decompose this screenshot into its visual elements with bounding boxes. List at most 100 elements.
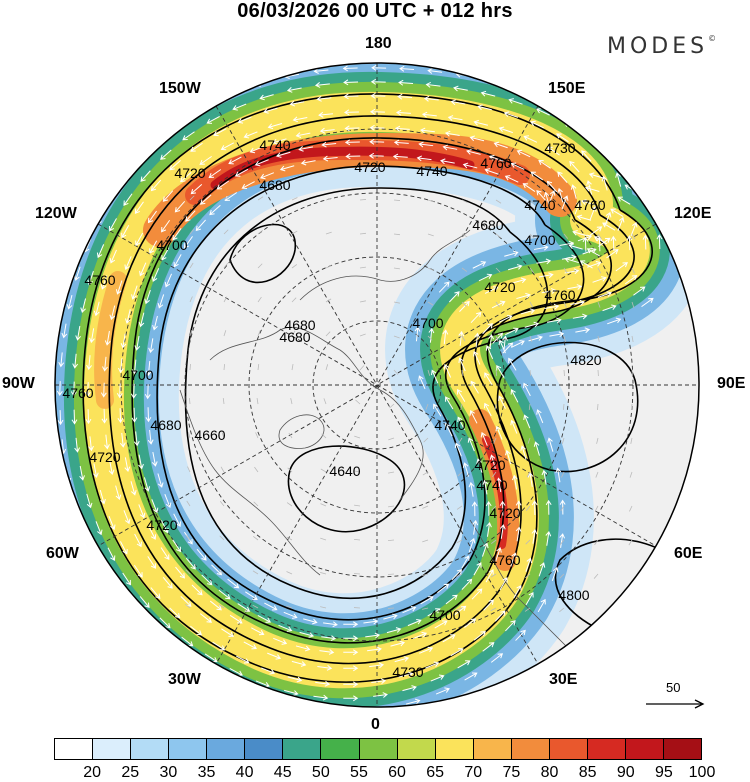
- wind-vector: [575, 327, 591, 334]
- wind-vector: [343, 635, 359, 642]
- wind-vector: [493, 141, 508, 149]
- wind-vector: [319, 127, 335, 134]
- wind-vector-weak: [461, 233, 468, 238]
- wind-vector: [66, 295, 73, 310]
- wind-vector: [108, 460, 115, 476]
- wind-vector-weak: [252, 536, 259, 541]
- wind-vector-weak: [597, 301, 601, 308]
- wind-vector: [416, 155, 432, 162]
- wind-vector-weak: [185, 535, 191, 541]
- wind-vector: [610, 208, 624, 217]
- wind-vector: [492, 332, 504, 344]
- wind-vector: [413, 631, 428, 640]
- wind-vector-weak: [222, 397, 225, 405]
- wind-vector: [641, 297, 654, 308]
- wind-vector: [437, 583, 450, 594]
- wind-vector: [602, 222, 616, 231]
- wind-vector: [434, 620, 448, 629]
- wind-vector-weak: [461, 369, 464, 376]
- wind-vector: [398, 671, 414, 678]
- wind-vector: [582, 236, 589, 252]
- contour-label: 4720: [146, 517, 177, 533]
- wind-vector: [313, 694, 329, 701]
- wind-vector: [119, 541, 128, 555]
- wind-vector: [468, 481, 475, 497]
- wind-vector: [100, 275, 108, 290]
- wind-vector: [461, 555, 470, 569]
- wind-vector: [584, 185, 600, 192]
- contour-label: 4720: [174, 165, 205, 181]
- wind-vector: [508, 264, 523, 271]
- wind-vector: [567, 284, 583, 290]
- wind-vector: [104, 330, 111, 346]
- wind-vector-weak: [219, 501, 225, 507]
- wind-vector-weak: [223, 262, 228, 269]
- wind-vector: [559, 533, 566, 548]
- wind-vector: [95, 553, 103, 568]
- reference-vector-arrow: [646, 699, 705, 709]
- wind-vector: [321, 635, 337, 642]
- wind-vector: [547, 146, 560, 156]
- map-border: [54, 62, 700, 708]
- wind-vector: [299, 631, 315, 638]
- wind-vector-weak: [495, 301, 500, 308]
- wind-vector: [505, 449, 512, 465]
- wind-vector: [498, 126, 513, 134]
- wind-vector: [545, 499, 552, 515]
- wind-vector-weak: [458, 437, 463, 444]
- wind-vector: [586, 180, 593, 195]
- wind-vector: [502, 342, 514, 354]
- contour-label: 4740: [416, 163, 447, 179]
- colorbar-swatch: [473, 739, 512, 759]
- wind-vector-weak: [595, 471, 599, 478]
- wind-vector: [229, 614, 243, 624]
- wind-vector: [504, 175, 519, 183]
- wind-vector-weak: [559, 607, 565, 613]
- wind-vector: [395, 109, 411, 116]
- wind-vector-weak: [185, 603, 191, 609]
- wind-vector-weak: [221, 432, 225, 439]
- contour-label: 4760: [62, 385, 93, 401]
- wind-vector-weak: [393, 233, 401, 236]
- wind-vector: [140, 170, 151, 182]
- wind-vector: [295, 132, 311, 138]
- wind-vector-weak: [359, 365, 365, 371]
- wind-vector-weak: [423, 437, 429, 443]
- wind-vector: [461, 578, 473, 590]
- wind-vector-weak: [223, 195, 229, 201]
- wind-vector: [234, 168, 249, 177]
- wind-vector: [484, 286, 499, 294]
- wind-vector: [365, 632, 381, 639]
- wind-vector: [369, 662, 385, 669]
- wind-vector: [291, 660, 307, 667]
- wind-vector: [322, 155, 338, 162]
- wind-vector: [524, 321, 540, 328]
- wind-vector-weak: [359, 333, 366, 337]
- colorbar-tick-label: 65: [426, 764, 445, 781]
- wind-vector-weak: [629, 505, 633, 512]
- wind-vector-weak: [597, 267, 602, 274]
- wind-vector: [150, 179, 162, 192]
- wind-vector: [484, 168, 499, 175]
- wind-vector: [496, 477, 502, 493]
- wind-vector: [541, 469, 548, 485]
- wind-vector: [531, 528, 538, 544]
- wind-vector: [117, 408, 124, 424]
- wind-vector: [498, 395, 506, 409]
- wind-vector-weak: [354, 435, 361, 439]
- wind-vector: [102, 356, 108, 372]
- wind-vector-weak: [256, 398, 259, 405]
- wind-vector: [134, 533, 142, 548]
- wind-vector: [99, 489, 106, 505]
- wind-vector: [561, 195, 569, 210]
- wind-vector: [589, 226, 603, 236]
- contour-label: 4760: [544, 287, 575, 303]
- wind-vector: [617, 216, 625, 232]
- wind-vector-weak: [257, 363, 260, 371]
- wind-vector-weak: [529, 301, 534, 308]
- longitude-label-180: 180: [365, 35, 392, 52]
- wind-vector: [70, 381, 77, 397]
- wind-vector: [473, 631, 486, 641]
- wind-vector: [243, 131, 258, 139]
- longitude-label-60e: 60E: [674, 545, 703, 562]
